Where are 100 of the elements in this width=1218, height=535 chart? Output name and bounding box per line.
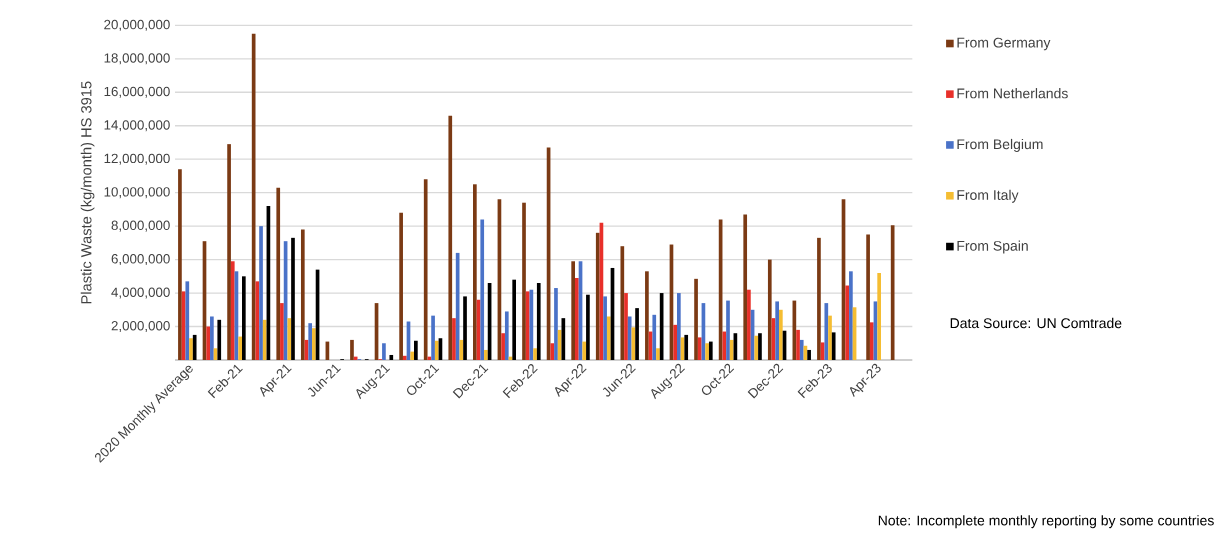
bar [620, 246, 625, 360]
bar [866, 234, 870, 360]
legend-label: From Belgium [957, 138, 1043, 152]
bar [624, 293, 628, 360]
bar [276, 187, 281, 360]
bar [694, 278, 698, 360]
bar [684, 334, 689, 360]
bar [210, 316, 214, 360]
bar [708, 341, 713, 360]
bar [399, 212, 403, 360]
bar [754, 335, 759, 360]
bar [571, 261, 576, 360]
bar [849, 271, 853, 360]
bar [525, 291, 530, 360]
y-tick-label: 6,000,000 [111, 254, 170, 266]
bar [431, 315, 435, 360]
bar [796, 329, 800, 360]
bar [767, 259, 772, 360]
bar [533, 348, 537, 360]
y-tick-label: 18,000,000 [104, 53, 170, 65]
bar [389, 354, 394, 360]
bar [287, 318, 292, 360]
bar [410, 351, 415, 360]
y-tick-label: 16,000,000 [104, 86, 170, 98]
bar [697, 337, 702, 360]
bar [561, 318, 566, 360]
legend-label: From Italy [957, 189, 1019, 203]
bar [382, 343, 386, 360]
bar [779, 309, 783, 360]
y-tick-label: 20,000,000 [104, 19, 170, 31]
bar [831, 332, 836, 360]
bar [414, 340, 418, 360]
bar [227, 144, 231, 360]
legend-label: From Netherlands [957, 88, 1068, 99]
bar [185, 281, 190, 360]
bar [280, 303, 284, 360]
bar [480, 219, 485, 360]
bar [582, 341, 587, 360]
bar [586, 294, 590, 360]
bar [869, 322, 874, 360]
bar [189, 338, 193, 360]
bar [452, 318, 456, 360]
bar [877, 272, 881, 360]
bar [705, 343, 709, 360]
bar [890, 225, 895, 360]
y-tick-label: 14,000,000 [104, 120, 170, 132]
legend-label: From Spain [957, 240, 1028, 254]
bar [291, 237, 295, 360]
bar [758, 333, 762, 360]
bar [178, 169, 182, 360]
bar [504, 311, 509, 360]
bar [484, 349, 488, 360]
source-note: Data Source: UN Comtrade [950, 317, 1122, 329]
bar [726, 300, 730, 360]
bar [300, 229, 305, 360]
bar [824, 303, 829, 360]
bar [554, 288, 558, 360]
bar [652, 314, 657, 360]
bar [673, 324, 677, 360]
bar [259, 226, 263, 360]
y-tick-label: 10,000,000 [104, 187, 170, 199]
bar [817, 237, 821, 360]
legend-label: From Germany [957, 37, 1051, 51]
bar [238, 336, 242, 360]
bar [501, 333, 505, 360]
bar [550, 343, 555, 360]
bar [522, 202, 526, 360]
text: Note: Incomplete monthly reporting by some countries [878, 515, 1214, 529]
bar [729, 339, 734, 360]
bar [656, 348, 660, 360]
bar [627, 316, 632, 360]
bar [206, 326, 211, 360]
bar [775, 301, 779, 360]
bar [434, 340, 439, 360]
bar [575, 277, 579, 360]
y-tick-label: 8,000,000 [111, 220, 170, 232]
bar [747, 289, 751, 360]
bar [350, 339, 354, 360]
bar [799, 339, 804, 360]
bar [262, 319, 267, 360]
bar [677, 293, 681, 360]
bar [722, 331, 727, 360]
bar [230, 261, 235, 360]
bar [595, 232, 600, 360]
bar [423, 179, 428, 360]
bar [635, 308, 639, 360]
bar [603, 296, 607, 360]
bar [536, 283, 541, 360]
bar [448, 115, 453, 360]
bar [241, 276, 246, 360]
bar [743, 214, 748, 360]
y-tick-label: 2,000,000 [111, 321, 170, 333]
bar [645, 271, 649, 360]
y-tick-label: 4,000,000 [111, 287, 170, 299]
bar [845, 285, 850, 360]
bar [312, 328, 316, 360]
bar [512, 279, 517, 360]
bar [217, 319, 222, 360]
y-tick-label: 12,000,000 [104, 153, 170, 165]
y-axis-title: Plastic Waste (kg/month) HS 3915 [80, 81, 95, 304]
